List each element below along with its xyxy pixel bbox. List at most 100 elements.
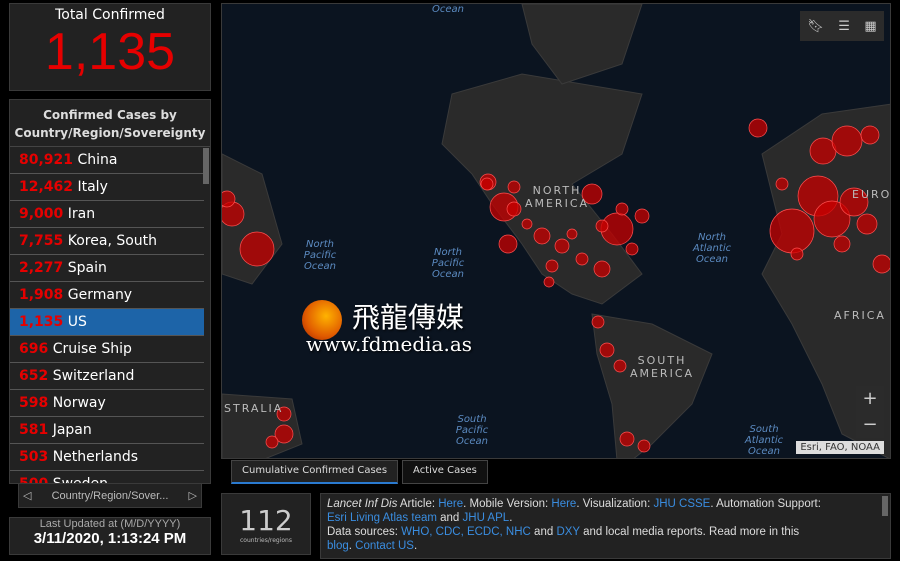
country-row[interactable]: 80,921 China [10,147,204,174]
case-bubble[interactable] [506,201,522,217]
map-canvas[interactable] [222,4,891,459]
case-bubble[interactable] [615,202,629,216]
next-icon[interactable]: ▷ [188,490,197,502]
jhu-apl-link[interactable]: JHU APL [462,512,510,524]
case-bubble[interactable] [276,406,292,422]
country-row[interactable]: 1,135 US [10,309,204,336]
dxy-link[interactable]: DXY [556,526,580,538]
case-bubble[interactable] [593,260,611,278]
case-bubble[interactable] [533,227,551,245]
map-label: NORTH AMERICA [524,184,590,210]
case-bubble[interactable] [566,228,578,240]
case-bubble[interactable] [839,187,869,217]
map[interactable]: Ocean North Pacific Ocean North Pacific … [221,3,891,459]
case-count: 581 [19,422,49,438]
jhu-csse-link[interactable]: JHU CSSE [653,498,711,510]
case-bubble[interactable] [831,125,863,157]
case-bubble[interactable] [595,219,609,233]
country-name: Cruise Ship [52,341,132,357]
case-bubble[interactable] [554,238,570,254]
case-count: 12,462 [19,179,74,195]
sources-link[interactable]: WHO, CDC, ECDC, NHC [401,526,531,538]
case-bubble[interactable] [748,118,768,138]
case-bubble[interactable] [619,431,635,447]
case-bubble[interactable] [545,259,559,273]
zoom-in-button[interactable]: + [862,388,878,409]
case-bubble[interactable] [625,242,639,256]
country-name: Switzerland [52,368,135,384]
mobile-link[interactable]: Here [551,498,577,510]
case-bubble[interactable] [833,235,851,253]
updated-label: Last Updated at (M/D/YYYY) [39,518,181,530]
case-bubble[interactable] [222,190,236,208]
case-bubble[interactable] [637,439,651,453]
case-count: 80,921 [19,152,74,168]
map-label: EUROPE [852,188,891,201]
bookmark-icon[interactable]: 🔖︎ [807,18,824,34]
case-bubble[interactable] [507,180,521,194]
case-bubble[interactable] [856,213,878,235]
country-row[interactable]: 7,755 Korea, South [10,228,204,255]
case-bubble[interactable] [769,208,815,254]
case-bubble[interactable] [860,125,880,145]
last-updated-panel: Last Updated at (M/D/YYYY) 3/11/2020, 1:… [9,517,211,555]
land-south-america [591,313,713,458]
case-bubble[interactable] [613,359,627,373]
country-row[interactable]: 9,000 Iran [10,201,204,228]
country-row[interactable]: 652 Switzerland [10,363,204,390]
case-bubble[interactable] [790,247,804,261]
case-bubble[interactable] [581,183,603,205]
country-row[interactable]: 2,277 Spain [10,255,204,282]
text: and [530,526,557,538]
watermark: 飛龍傳媒 www.fdmedia.as [300,296,500,356]
qr-icon[interactable]: ▦ [864,18,877,34]
map-label: North Pacific Ocean [431,247,465,280]
contact-link[interactable]: Contact US [355,540,414,552]
country-row[interactable]: 503 Netherlands [10,444,204,471]
country-name: Germany [67,287,133,303]
country-row[interactable]: 581 Japan [10,417,204,444]
case-bubble[interactable] [775,177,789,191]
esri-link[interactable]: Esri Living Atlas team [327,512,437,524]
country-row[interactable]: 500 Sweden [10,471,204,483]
prev-icon[interactable]: ◁ [23,490,32,502]
case-bubble[interactable] [498,234,518,254]
country-row[interactable]: 1,908 Germany [10,282,204,309]
list-icon[interactable]: ☰ [838,18,850,34]
zoom-out-button[interactable]: − [862,414,878,435]
case-bubble[interactable] [543,276,555,288]
list-scrollbar[interactable] [203,148,209,184]
case-bubble[interactable] [599,342,615,358]
country-list-panel: Confirmed Cases by Country/Region/Sovere… [9,99,211,484]
country-row[interactable]: 696 Cruise Ship [10,336,204,363]
text: and local media reports. Read more in th… [579,526,800,538]
watermark-text: 飛龍傳媒 [352,301,465,334]
map-label: South Pacific Ocean [455,414,489,447]
text: and [436,512,463,524]
info-scrollbar[interactable] [882,496,888,516]
blog-link[interactable]: blog [327,540,349,552]
country-name: Netherlands [52,449,139,465]
case-bubble[interactable] [521,218,533,230]
case-count: 9,000 [19,206,64,222]
case-bubble[interactable] [634,208,650,224]
case-bubble[interactable] [265,435,279,449]
case-bubble[interactable] [813,200,851,238]
country-row[interactable]: 12,462 Italy [10,174,204,201]
total-confirmed-panel: Total Confirmed 1,135 [9,3,211,91]
tab-active-cases[interactable]: Active Cases [402,460,488,484]
case-bubble[interactable] [480,177,494,191]
article-link[interactable]: Here [438,498,464,510]
country-name: Korea, South [67,233,158,249]
country-row[interactable]: 598 Norway [10,390,204,417]
case-bubble[interactable] [591,315,605,329]
case-bubble[interactable] [274,424,294,444]
map-toolbar: 🔖︎ ☰ ▦ [800,11,884,41]
case-bubble[interactable] [872,254,891,274]
case-bubble[interactable] [239,231,275,267]
map-label: Ocean [432,4,464,15]
country-name: Japan [52,422,92,438]
country-count-panel: 112 countries/regions [221,493,311,555]
case-bubble[interactable] [575,252,589,266]
tab-cumulative[interactable]: Cumulative Confirmed Cases [231,460,399,484]
